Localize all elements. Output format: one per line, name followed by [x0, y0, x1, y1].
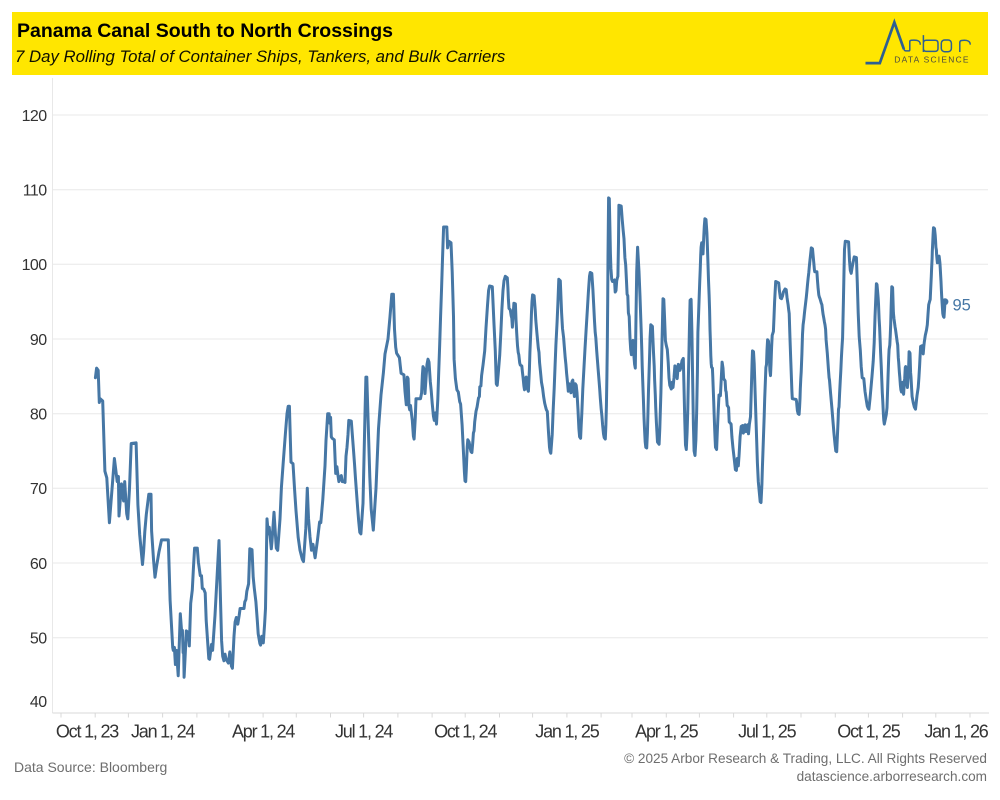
- svg-text:80: 80: [30, 407, 47, 424]
- svg-text:Apr 1, 24: Apr 1, 24: [232, 722, 295, 742]
- svg-text:Oct 1, 23: Oct 1, 23: [56, 722, 119, 742]
- svg-text:90: 90: [30, 332, 47, 349]
- svg-text:110: 110: [23, 183, 47, 200]
- svg-text:40: 40: [30, 694, 47, 711]
- svg-text:95: 95: [953, 297, 971, 315]
- svg-text:100: 100: [22, 257, 48, 274]
- svg-text:Apr 1, 25: Apr 1, 25: [635, 722, 698, 742]
- svg-text:Oct 1, 25: Oct 1, 25: [837, 722, 900, 742]
- svg-text:Oct 1, 24: Oct 1, 24: [434, 722, 497, 742]
- svg-text:60: 60: [30, 556, 47, 573]
- svg-text:50: 50: [30, 631, 47, 648]
- svg-text:Jan 1, 26: Jan 1, 26: [924, 722, 988, 742]
- svg-text:Jul 1, 24: Jul 1, 24: [335, 722, 393, 742]
- svg-text:120: 120: [22, 108, 48, 125]
- svg-text:Jan 1, 24: Jan 1, 24: [131, 722, 195, 742]
- svg-text:Jan 1, 25: Jan 1, 25: [535, 722, 599, 742]
- svg-text:70: 70: [30, 481, 47, 498]
- svg-text:Jul 1, 25: Jul 1, 25: [738, 722, 796, 742]
- svg-text:DATA SCIENCE: DATA SCIENCE: [894, 55, 970, 65]
